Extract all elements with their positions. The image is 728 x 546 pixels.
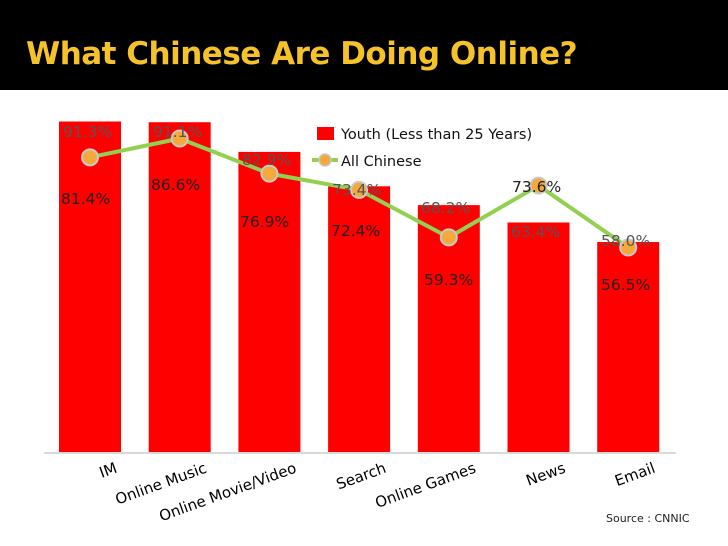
line-data-label: 56.5% — [601, 276, 650, 294]
line-point — [529, 176, 548, 195]
bar — [328, 186, 391, 453]
bar-data-label: 58.0% — [601, 232, 650, 250]
x-tick-label: News — [524, 459, 568, 490]
line-point — [260, 164, 279, 183]
legend-label-all: All Chinese — [341, 154, 422, 170]
line-point — [619, 238, 638, 257]
line-data-label: 86.6% — [151, 176, 200, 194]
line-data-label: 59.3% — [424, 271, 473, 289]
x-tick-label: Search — [334, 459, 389, 494]
x-tick-label: Online Games — [373, 459, 479, 512]
bar-data-label: 82.9% — [242, 151, 291, 169]
slide-title: What Chinese Are Doing Online? — [26, 36, 578, 72]
legend-swatch-bar — [317, 127, 334, 140]
bar — [148, 122, 211, 452]
x-tick-label: IM — [97, 459, 119, 482]
source-note: Source : CNNIC — [606, 512, 690, 525]
bar-data-label: 73.4% — [332, 181, 381, 199]
bar-data-label: 63.4% — [511, 223, 560, 241]
bar — [507, 222, 570, 452]
line-data-label: 72.4% — [331, 222, 380, 240]
line-data-label: 81.4% — [61, 190, 110, 208]
bar — [59, 121, 121, 452]
line-point — [350, 180, 369, 199]
bar-data-label: 68.2% — [421, 199, 470, 217]
legend-swatch-marker — [318, 153, 332, 167]
bar — [238, 151, 301, 453]
legend-label-youth: Youth (Less than 25 Years) — [340, 127, 532, 143]
bar-data-label: 91.3% — [63, 123, 112, 141]
line-point — [81, 148, 99, 167]
line-data-label: 76.9% — [240, 213, 289, 231]
line-point — [439, 228, 458, 247]
bar-data-label: 91.1% — [153, 123, 202, 141]
line-data-label: 73.6% — [512, 178, 561, 196]
x-tick-label: Email — [612, 459, 657, 490]
bar — [597, 242, 660, 452]
line-point — [170, 129, 189, 148]
